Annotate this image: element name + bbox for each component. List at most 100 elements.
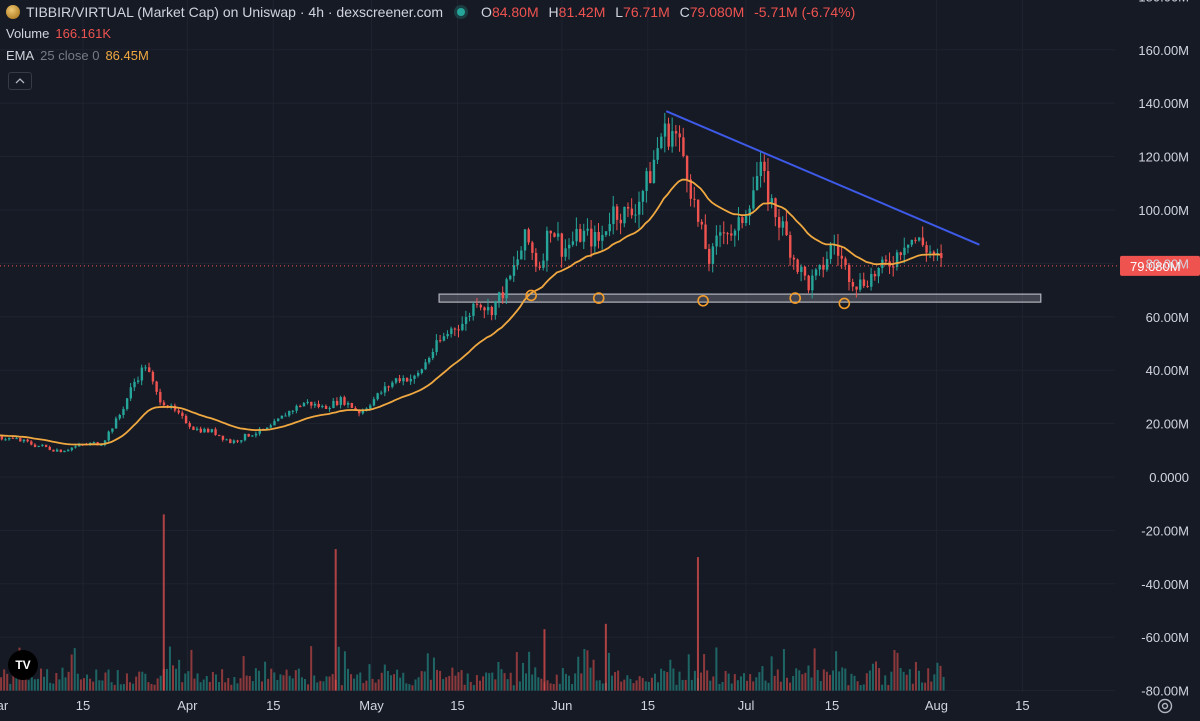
volume-bar [254,668,257,691]
y-tick-label: 80.00M [1146,256,1189,271]
volume-bar [644,681,647,691]
candle-body [420,369,424,373]
volume-bar [393,674,396,691]
price-axis[interactable]: 160.00M 140.00M 120.00M 100.00M 80.00M 60.00M… [1138,0,1189,699]
gear-icon[interactable] [1155,696,1175,716]
volume-bar [457,672,460,691]
candle-body [52,449,55,452]
volume-bar [285,669,288,691]
candle-body [575,228,578,242]
candle-body [708,248,711,264]
candle-body [612,206,615,225]
volume-bar [368,664,371,691]
volume-bar [325,676,328,691]
volume-bar [92,681,95,691]
volume-bar [95,669,98,691]
volume-bar [629,678,632,691]
volume-bar [583,648,586,691]
candle-body [726,233,729,235]
volume-bar [828,674,831,691]
volume-bar [165,668,168,691]
candle-body [505,279,508,299]
collapse-legend-button[interactable] [8,72,32,90]
candle-body [409,378,413,382]
volume-bar [420,671,423,691]
candle-body [836,244,840,256]
volume-bar [758,672,761,691]
volume-bar [350,674,353,691]
candle-body [394,378,398,383]
candle-body [693,198,696,200]
volume-bar [890,671,893,691]
candle-body [520,250,523,260]
volume-bar [681,679,684,691]
candle-body [770,198,774,204]
ema-label: EMA [6,48,35,63]
candle-body [741,217,744,224]
volume-bar [693,670,696,691]
volume-bar [328,676,331,691]
candle-body [829,244,832,259]
last-price-line: 79.080M [0,255,1200,276]
volume-bar [672,668,675,691]
candle-body [844,258,847,265]
volume-bar [807,665,810,691]
volume-bar [614,672,617,691]
candle-body [696,199,700,222]
volume-bar [463,684,466,691]
volume-bar [706,670,709,691]
volume-bar [792,675,795,691]
volume-bar [245,675,248,691]
token-coin-icon [6,5,20,19]
volume-bar [850,673,853,691]
volume-bar [273,672,276,691]
candle-body [63,450,66,453]
volume-bar [684,679,687,691]
time-axis[interactable]: Mar 15 Apr 15 May 15 Jun 15 Jul 15 Aug 15 [0,698,1030,713]
volume-bar [230,684,233,691]
candle-body [704,224,707,249]
change-value: -5.71M (-6.74%) [754,4,856,20]
volume-spike [334,549,337,691]
volume-bar [521,662,524,691]
candle-body [527,229,530,243]
volume-bar [86,674,89,691]
volume-bar [887,684,890,691]
volume-bar [6,673,9,691]
candle-body [918,237,921,241]
candle-body [490,306,494,316]
volume-bar [853,675,856,691]
live-status-dot-icon [457,8,466,16]
ema-line [0,178,941,446]
candle-body [446,333,449,337]
volume-bar [135,676,138,691]
candle-body [556,233,560,237]
candle-body [376,393,379,400]
volume-bar [525,673,528,691]
symbol-title[interactable]: TIBBIR/VIRTUAL (Market Cap) on Uniswap ·… [26,4,444,20]
legend-volume-row[interactable]: Volume 166.161K [6,26,111,41]
volume-bar [307,684,310,691]
volume-bar [675,684,678,691]
volume-bar [795,668,798,691]
volume-bar [856,681,859,691]
candle-body [638,201,641,215]
y-tick-label: 40.00M [1146,363,1189,378]
volume-bar [816,669,819,691]
volume-bar [531,674,534,691]
volume-bar [733,674,736,691]
candle-body [781,221,785,228]
candle-body [92,442,96,444]
candle-body [258,428,261,434]
volume-bar [150,684,153,691]
legend-ema-row[interactable]: EMA 25 close 0 86.45M [6,48,149,63]
candle-body [634,214,637,216]
volume-bar [52,683,55,691]
candle-body [608,224,611,232]
candle-body [619,219,622,224]
candle-body [181,412,184,416]
volume-bar [620,681,623,691]
tradingview-logo-icon[interactable]: TV [8,650,38,680]
volume-bar [116,670,119,691]
